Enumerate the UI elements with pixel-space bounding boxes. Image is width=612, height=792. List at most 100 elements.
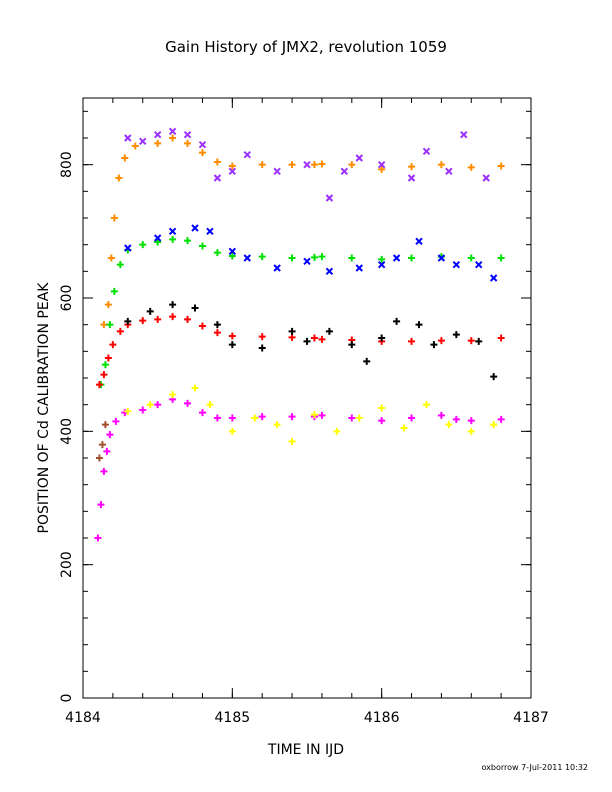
x-tick-label: 4185 [215, 710, 251, 726]
x-tick-label: 4186 [364, 710, 400, 726]
data-point [437, 337, 445, 345]
data-point [422, 147, 431, 156]
data-point [124, 407, 132, 415]
data-point [378, 255, 386, 263]
footer-signature: oxborrow 7-Jul-2011 10:32 [481, 763, 588, 772]
data-point [228, 167, 237, 176]
data-point [392, 254, 401, 262]
series-5 [124, 301, 498, 381]
data-point [408, 163, 416, 171]
data-point [101, 361, 109, 369]
series-6 [94, 395, 505, 542]
data-point [400, 424, 408, 432]
x-tick-label: 4184 [65, 710, 101, 726]
data-point [198, 409, 206, 417]
data-point [355, 264, 363, 272]
data-point [169, 313, 177, 321]
data-point [100, 321, 108, 329]
data-point [467, 254, 475, 262]
data-point [415, 237, 423, 246]
data-point [228, 341, 236, 349]
data-point [415, 321, 423, 329]
y-axis-label: POSITION OF Cd CALIBRATION PEAK [36, 282, 52, 534]
data-point [115, 174, 123, 182]
data-point [98, 441, 106, 449]
series-3 [124, 224, 498, 282]
data-point [318, 411, 326, 419]
data-point [348, 161, 356, 169]
data-points [94, 127, 505, 542]
data-point [288, 333, 296, 341]
data-point [445, 421, 453, 429]
data-point [106, 431, 114, 439]
data-point [489, 274, 498, 282]
data-point [288, 161, 296, 169]
data-point [408, 414, 416, 422]
data-point [258, 333, 266, 341]
data-point [124, 134, 132, 142]
data-point [318, 335, 326, 343]
data-point [153, 130, 162, 139]
data-point [228, 427, 236, 435]
data-point [497, 162, 505, 170]
data-point [377, 160, 386, 169]
data-point [422, 401, 430, 409]
data-point [100, 467, 108, 475]
data-point [437, 411, 445, 419]
data-point [95, 454, 103, 462]
data-point [139, 406, 147, 414]
data-point [348, 414, 356, 422]
data-point [110, 214, 118, 222]
data-point [348, 341, 356, 349]
plot-frame [82, 97, 532, 699]
data-point [393, 317, 401, 325]
data-point [310, 161, 318, 169]
data-point [169, 391, 177, 399]
data-point [333, 427, 341, 435]
data-point [355, 154, 363, 162]
data-point [445, 167, 453, 176]
data-point [310, 253, 318, 261]
data-point [213, 249, 221, 257]
data-point [213, 174, 222, 182]
data-point [213, 321, 221, 329]
data-point [497, 415, 505, 423]
data-point [303, 337, 311, 345]
data-point [124, 244, 132, 252]
data-point [104, 301, 112, 309]
data-point [191, 224, 199, 232]
data-point [318, 160, 326, 168]
data-point [318, 253, 326, 261]
data-point [452, 415, 460, 423]
chart-title: Gain History of JMX2, revolution 1059 [165, 38, 447, 56]
data-point [452, 260, 461, 269]
data-point [475, 260, 483, 269]
data-point [273, 167, 281, 176]
data-point [124, 317, 132, 325]
y-tick-label: 200 [59, 551, 75, 578]
data-point [258, 344, 266, 352]
data-point [430, 341, 438, 349]
data-point [378, 334, 386, 342]
data-point [116, 327, 124, 335]
data-point [107, 254, 115, 262]
data-point [460, 130, 468, 139]
data-point [258, 253, 266, 261]
data-point [467, 163, 475, 171]
x-tick-label: 4187 [513, 710, 549, 726]
data-point [103, 447, 111, 455]
data-point [325, 267, 334, 276]
data-point [437, 161, 445, 169]
data-point [288, 413, 296, 421]
data-point [228, 332, 236, 340]
data-point [198, 149, 206, 157]
data-point [228, 252, 236, 260]
data-point [131, 142, 139, 150]
data-point [452, 331, 460, 339]
data-point [408, 337, 416, 345]
data-point [169, 301, 177, 309]
data-point [213, 414, 221, 422]
data-point [490, 373, 498, 381]
data-point [106, 321, 114, 329]
data-point [288, 327, 296, 335]
